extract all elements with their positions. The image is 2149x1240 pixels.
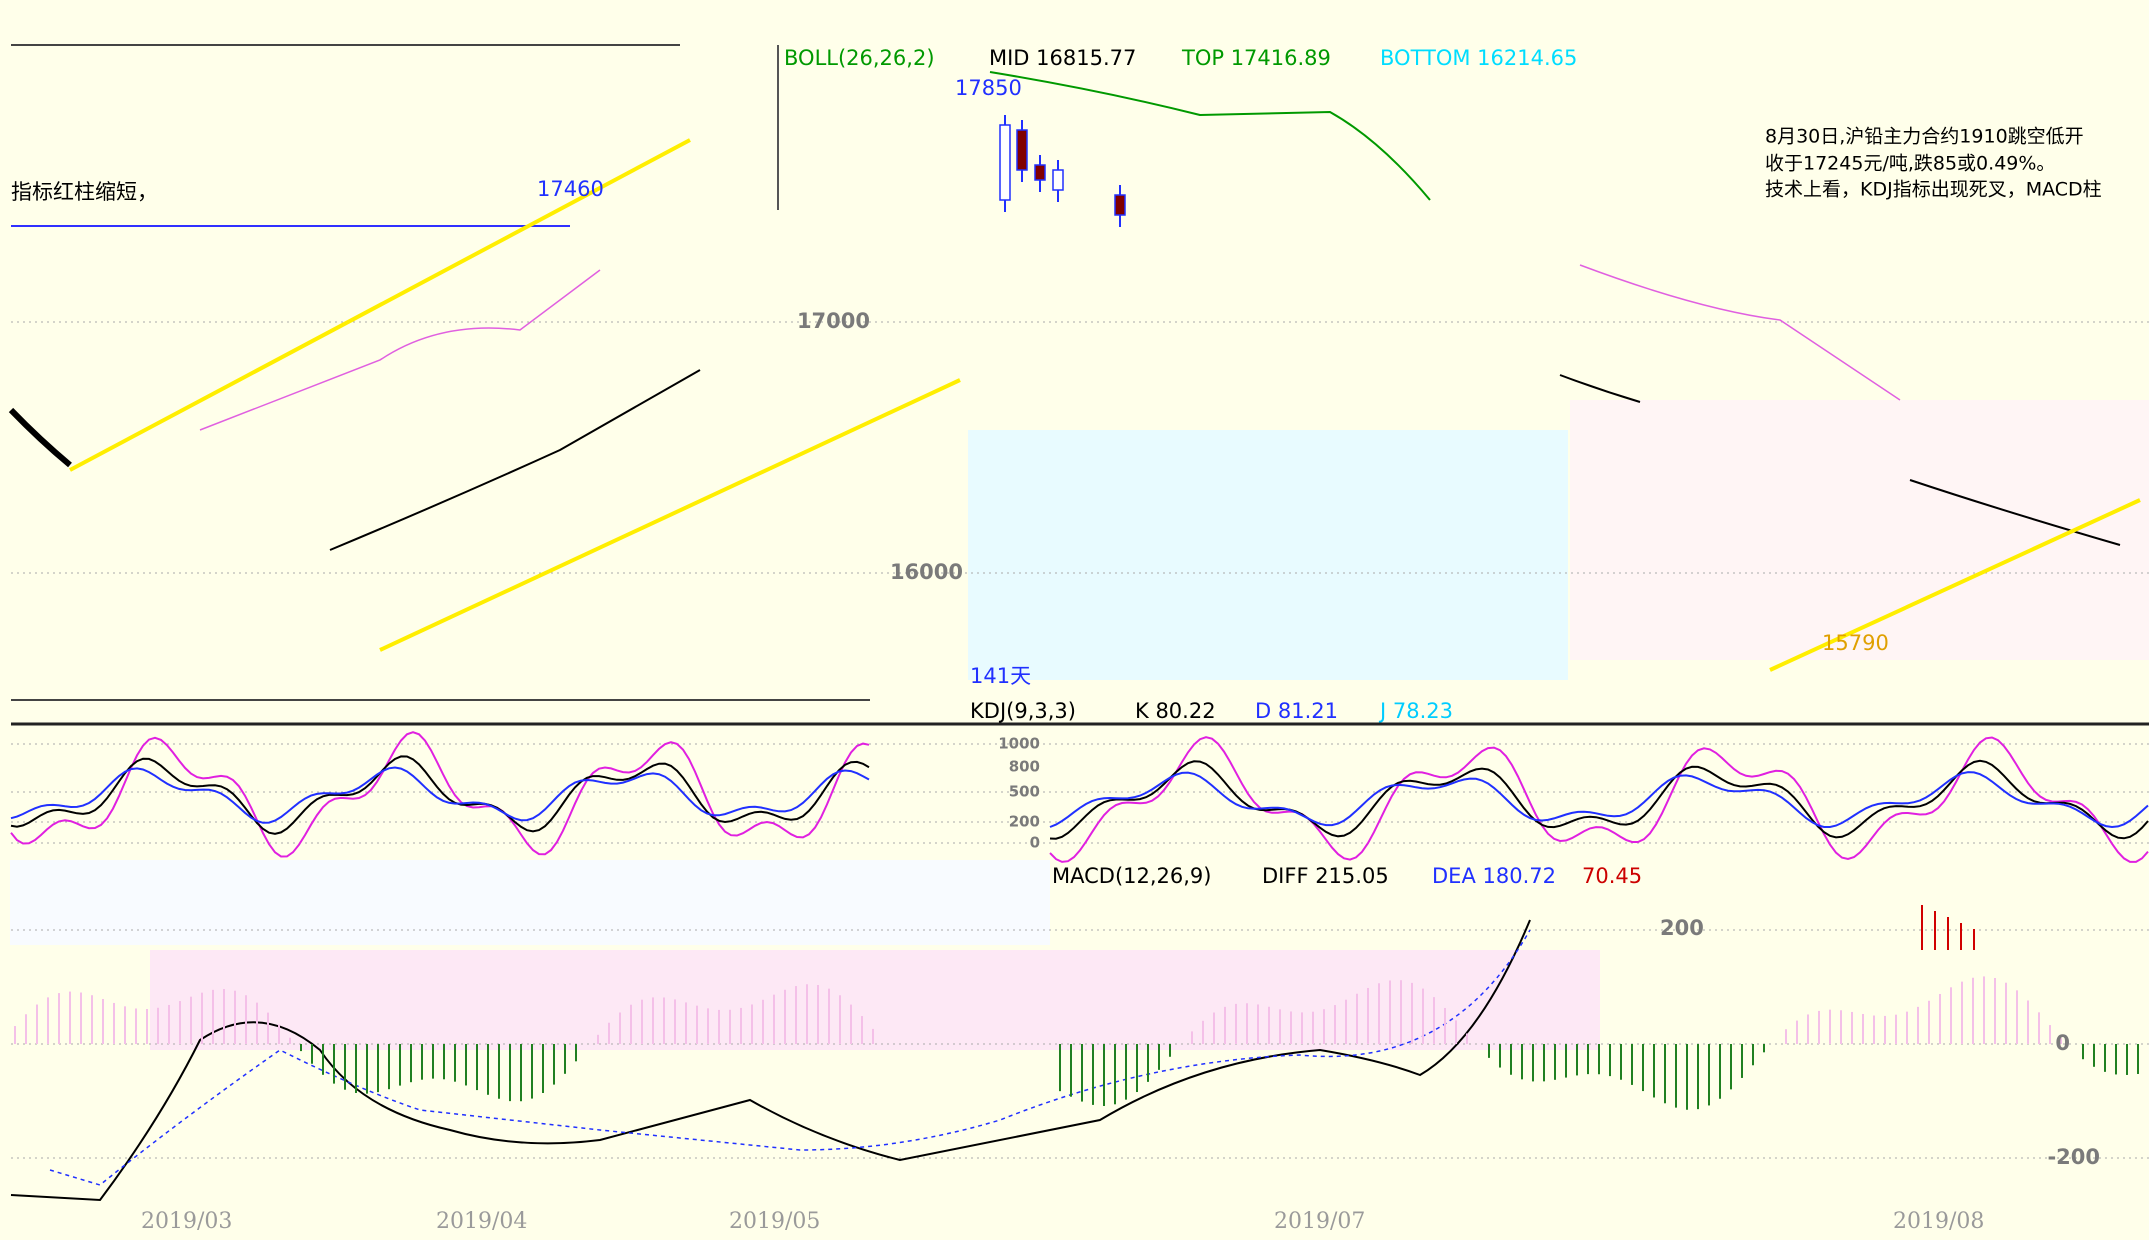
candle bbox=[1052, 169, 1064, 191]
y-tick-label: 500 bbox=[1009, 783, 1040, 801]
trend-line bbox=[8, 407, 72, 468]
y-tick-label: 16000 bbox=[890, 560, 963, 584]
boll-line bbox=[1579, 264, 1901, 401]
macd-value: 70.45 bbox=[1582, 864, 1642, 888]
chart-lines bbox=[8, 71, 2149, 1202]
kdj-line bbox=[1049, 736, 2149, 863]
price-label: 17460 bbox=[537, 177, 604, 201]
note-text: 收于17245元/吨,跌85或0.49%。 bbox=[1765, 153, 2055, 175]
high-label: 17850 bbox=[955, 76, 1022, 100]
note-text: 技术上看，KDJ指标出现死叉，MACD柱 bbox=[1765, 179, 2102, 201]
y-tick-label: -200 bbox=[2047, 1145, 2100, 1169]
kdj-line bbox=[1049, 759, 2149, 840]
mid-label: MID 16815.77 bbox=[989, 46, 1136, 70]
note-text: 8月30日,沪铅主力合约1910跳空低开 bbox=[1765, 126, 2084, 148]
date-label: 2019/05 bbox=[729, 1209, 820, 1234]
note-text: 指标红柱缩短， bbox=[11, 180, 158, 204]
bottom-label: BOTTOM 16214.65 bbox=[1380, 46, 1577, 70]
kdj-line bbox=[10, 755, 870, 835]
candle bbox=[1016, 129, 1028, 171]
kdj-title: KDJ(9,3,3) bbox=[970, 699, 1076, 723]
glitch-region bbox=[1570, 400, 2149, 660]
kdj-line bbox=[10, 766, 870, 824]
glitch-region bbox=[10, 860, 1050, 945]
kdj-k: K 80.22 bbox=[1135, 699, 1216, 723]
candle bbox=[1034, 164, 1046, 181]
macd-diff-line bbox=[10, 919, 1531, 1202]
kdj-d: D 81.21 bbox=[1255, 699, 1338, 723]
candle bbox=[1114, 194, 1126, 216]
boll-line bbox=[199, 269, 601, 431]
days-label: 141天 bbox=[970, 664, 1031, 688]
date-label: 2019/04 bbox=[436, 1209, 527, 1234]
kdj-line bbox=[1049, 771, 2149, 829]
y-tick-label: 800 bbox=[1009, 758, 1040, 776]
boll-line bbox=[329, 369, 701, 551]
y-tick-label: 0 bbox=[2055, 1031, 2070, 1055]
date-label: 2019/07 bbox=[1274, 1209, 1365, 1234]
candle bbox=[999, 124, 1011, 201]
macd-title: MACD(12,26,9) bbox=[1052, 864, 1212, 888]
macd-dea: DEA 180.72 bbox=[1432, 864, 1556, 888]
boll-label: BOLL(26,26,2) bbox=[784, 46, 935, 70]
trend-line bbox=[69, 138, 2141, 672]
boll-line bbox=[989, 71, 1431, 201]
glitch-region bbox=[150, 950, 1600, 1050]
y-tick-label: 1000 bbox=[998, 735, 1040, 753]
kdj-axis: 1000 800 500 200 0 bbox=[998, 735, 1040, 852]
kdj-line bbox=[10, 731, 870, 858]
kdj-j: J 78.23 bbox=[1378, 699, 1453, 723]
date-label: 2019/03 bbox=[141, 1209, 232, 1234]
top-label: TOP 17416.89 bbox=[1181, 46, 1331, 70]
macd-dea-line bbox=[49, 929, 1531, 1186]
boll-line bbox=[1559, 374, 2121, 546]
date-label: 2019/08 bbox=[1893, 1209, 1984, 1234]
y-tick-label: 0 bbox=[1030, 834, 1040, 852]
macd-diff: DIFF 215.05 bbox=[1262, 864, 1389, 888]
y-tick-label: 17000 bbox=[797, 309, 870, 333]
low-label: 15790 bbox=[1822, 631, 1889, 655]
y-tick-label: 200 bbox=[1009, 813, 1040, 831]
glitch-region bbox=[968, 430, 1568, 680]
y-tick-label: 200 bbox=[1660, 916, 1704, 940]
